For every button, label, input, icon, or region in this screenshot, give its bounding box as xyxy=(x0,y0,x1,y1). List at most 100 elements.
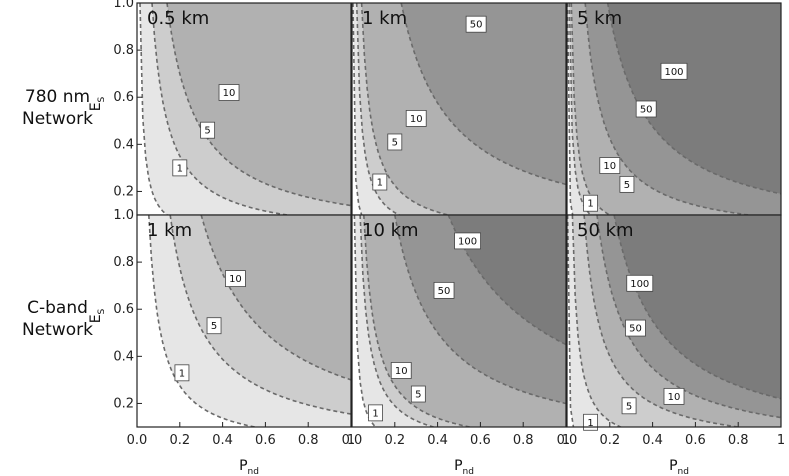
svg-text:100: 100 xyxy=(458,236,477,247)
svg-text:5: 5 xyxy=(626,401,632,412)
y-tick-label: 0.6 xyxy=(113,302,134,317)
contour-label-10: 10 xyxy=(390,362,412,379)
contour-label-1: 1 xyxy=(172,159,188,177)
x-tick-label: 0.8 xyxy=(728,433,749,448)
contour-label-5: 5 xyxy=(387,133,403,151)
svg-text:1: 1 xyxy=(179,368,185,379)
contour-line-50 xyxy=(400,3,566,186)
panel-title: 10 km xyxy=(362,220,419,241)
row-label-cband: C-band Network xyxy=(0,297,115,341)
x-tick-label: 0.8 xyxy=(298,433,319,448)
x-tick-label: 1 xyxy=(347,433,355,448)
x-tick-label: 0.0 xyxy=(557,433,578,448)
contour-line-5 xyxy=(169,215,351,415)
contour-label-5: 5 xyxy=(200,121,216,139)
x-tick-label: 0.0 xyxy=(342,433,363,448)
contour-label-50: 50 xyxy=(625,319,646,337)
x-tick-label: 0.6 xyxy=(255,433,276,448)
svg-text:1: 1 xyxy=(587,199,593,210)
panel-frame xyxy=(351,214,567,428)
row-label-cband-line2: Network xyxy=(22,320,93,340)
panel-frame xyxy=(136,214,352,428)
contour-label-100: 100 xyxy=(660,62,688,80)
svg-text:5: 5 xyxy=(204,126,210,137)
y-tick-label: 0.4 xyxy=(113,137,134,152)
x-tick-label: 1 xyxy=(777,433,785,448)
svg-text:50: 50 xyxy=(438,286,451,297)
x-tick-label: 0.4 xyxy=(427,433,448,448)
contour-region-10 xyxy=(167,3,351,206)
svg-text:1: 1 xyxy=(372,408,378,419)
contour-line-5 xyxy=(355,3,401,215)
x-axis-label: Pnd xyxy=(454,458,474,476)
contour-label-100: 100 xyxy=(626,274,654,292)
y-tick-label: 0.2 xyxy=(113,184,134,199)
contour-label-5: 5 xyxy=(621,397,637,415)
y-tick-label: 0.8 xyxy=(113,43,134,58)
y-tick-label: 1.0 xyxy=(113,0,134,11)
contour-line-1 xyxy=(148,215,260,427)
contour-line-50 xyxy=(584,3,756,215)
contour-label-100: 100 xyxy=(454,232,481,250)
panel-2: 1 5 10 50 1 km xyxy=(351,2,567,216)
contour-line-50 xyxy=(394,215,566,405)
svg-text:5: 5 xyxy=(415,390,421,401)
panel-5: 1 5 10 50 100 10 km 0.0 0.2 0.4 0.6 0.8 1 Pnd xyxy=(342,214,570,476)
contour-line-100 xyxy=(613,215,781,400)
contour-line-10 xyxy=(583,215,744,427)
x-tick-label: 0.2 xyxy=(169,433,190,448)
svg-text:10: 10 xyxy=(603,161,616,172)
contour-label-1: 1 xyxy=(174,364,190,382)
y-tick-label: 0.8 xyxy=(113,255,134,270)
svg-text:10: 10 xyxy=(410,114,423,125)
contour-region-100 xyxy=(607,3,781,194)
svg-text:1: 1 xyxy=(587,418,593,429)
svg-text:50: 50 xyxy=(640,105,653,116)
x-tick-label: 0.4 xyxy=(642,433,663,448)
contour-label-10: 10 xyxy=(663,387,685,405)
contour-label-50: 50 xyxy=(465,15,487,33)
contour-region-50 xyxy=(401,3,566,185)
svg-text:50: 50 xyxy=(629,324,642,335)
row-label-780nm-line1: 780 nm xyxy=(24,87,91,107)
svg-text:10: 10 xyxy=(229,274,242,285)
y-tick-label: 0.2 xyxy=(113,396,134,411)
contour-label-5: 5 xyxy=(206,317,222,335)
y-tick-label: 1.0 xyxy=(113,208,134,223)
contour-line-10 xyxy=(363,215,475,427)
svg-text:1: 1 xyxy=(377,178,383,189)
contour-label-10: 10 xyxy=(405,110,427,127)
panel-title: 5 km xyxy=(577,8,622,29)
svg-text:5: 5 xyxy=(211,321,217,332)
svg-text:5: 5 xyxy=(392,137,398,148)
x-tick-label: 0.6 xyxy=(470,433,491,448)
svg-text:10: 10 xyxy=(668,392,681,403)
contour-label-50: 50 xyxy=(635,100,657,118)
x-tick-label: 1 xyxy=(562,433,570,448)
contour-label-10: 10 xyxy=(218,84,240,101)
contour-label-1: 1 xyxy=(583,413,598,431)
contour-label-50: 50 xyxy=(433,281,455,299)
panel-frame xyxy=(566,214,782,428)
contour-region-100 xyxy=(614,215,781,399)
contour-label-5: 5 xyxy=(410,385,426,403)
row-label-cband-line1: C-band xyxy=(27,298,88,318)
x-axis-label: Pnd xyxy=(669,458,689,476)
row-label-780nm-line2: Network xyxy=(22,109,93,129)
contour-line-100 xyxy=(447,215,566,346)
x-axis-label: Pnd xyxy=(239,458,259,476)
contour-label-1: 1 xyxy=(372,173,388,191)
contour-label-1: 1 xyxy=(583,194,598,212)
contour-label-10: 10 xyxy=(225,270,246,288)
panel-3: 1 5 10 50 100 5 km xyxy=(566,2,782,216)
contour-region-10 xyxy=(201,215,351,380)
contour-label-5: 5 xyxy=(619,175,635,193)
svg-text:100: 100 xyxy=(664,67,683,78)
y-axis-label: ES xyxy=(88,308,107,323)
svg-text:50: 50 xyxy=(470,20,483,31)
x-tick-label: 0.8 xyxy=(513,433,534,448)
svg-text:5: 5 xyxy=(624,180,630,191)
row-label-780nm: 780 nm Network xyxy=(0,86,115,130)
svg-text:10: 10 xyxy=(395,366,408,377)
